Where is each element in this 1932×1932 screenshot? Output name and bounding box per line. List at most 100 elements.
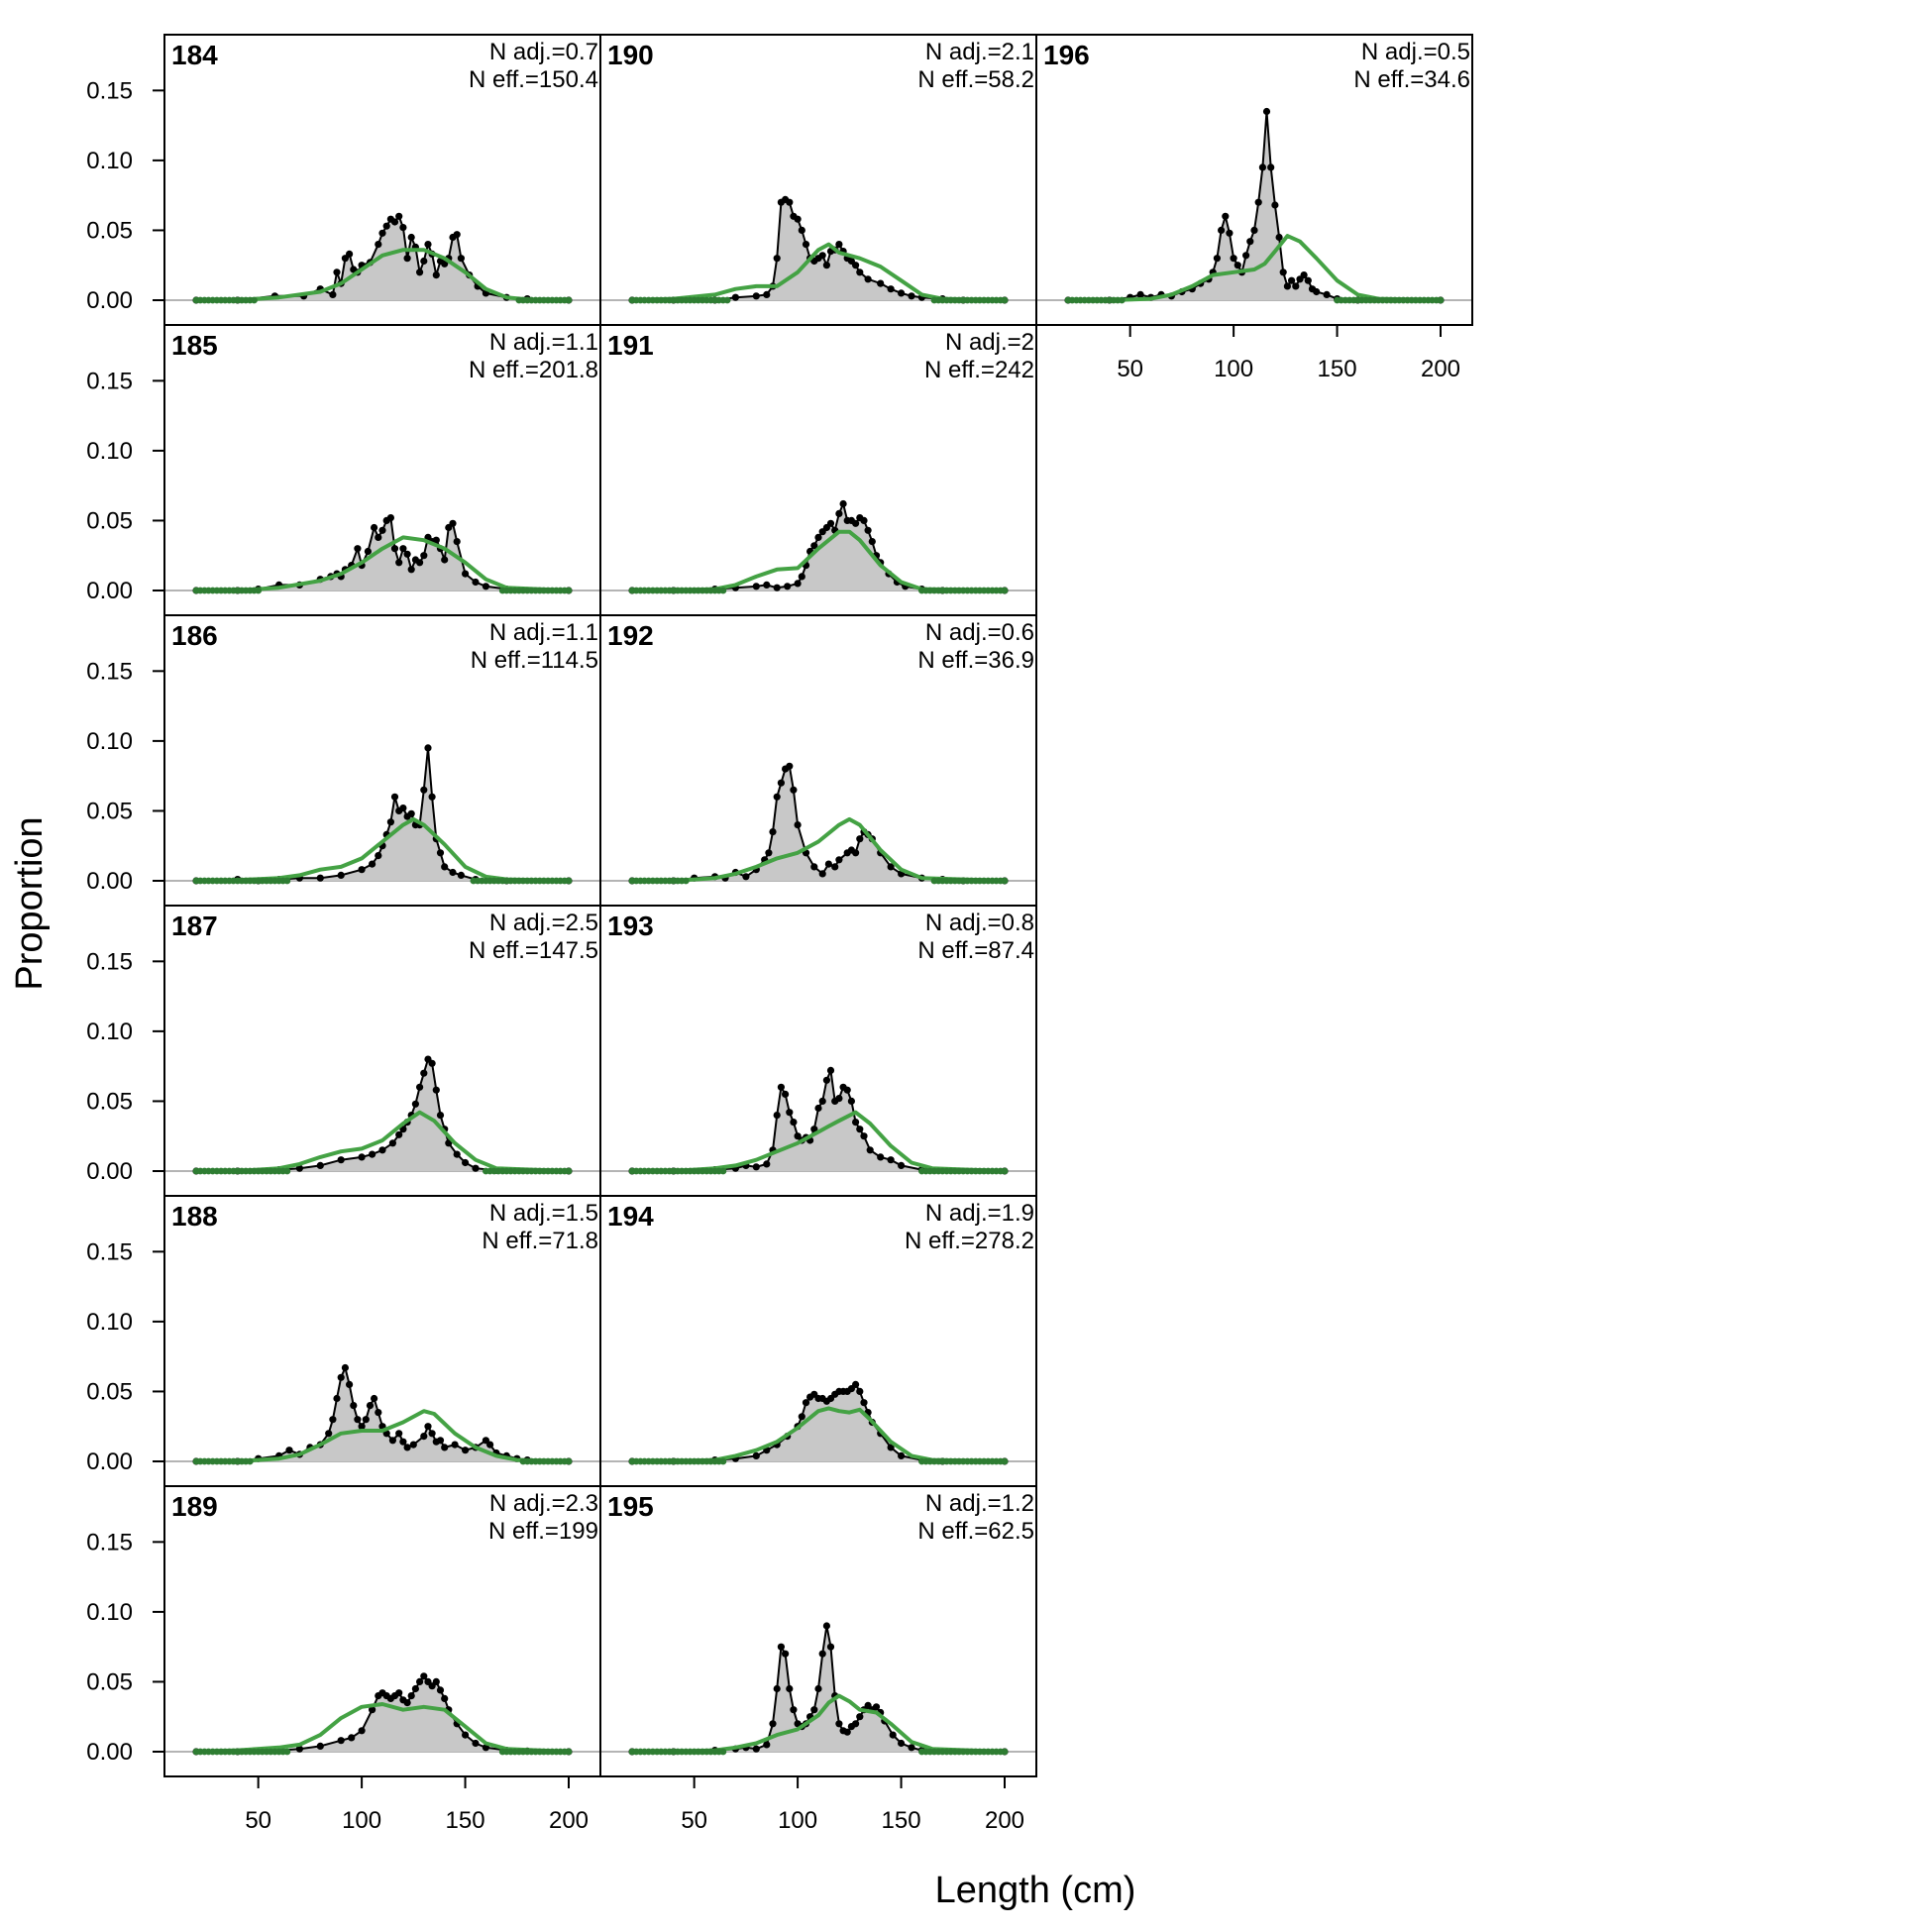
n-adj-label: N adj.=1.5 [489, 1200, 598, 1227]
observed-point [432, 271, 440, 279]
panel-frame [599, 1485, 1037, 1777]
observed-point [486, 1441, 494, 1449]
panel-label: 187 [171, 911, 218, 941]
observed-point [354, 545, 362, 553]
observed-area [632, 1070, 1005, 1171]
n-eff-label: N eff.=62.5 [917, 1518, 1034, 1545]
panel-label: 195 [607, 1491, 654, 1522]
expected-line [195, 1702, 570, 1754]
y-tick-label: 0.05 [86, 1378, 133, 1405]
observed-point [390, 545, 399, 553]
x-tick-label: 200 [985, 1807, 1024, 1834]
observed-point [831, 863, 839, 871]
y-tick-label: 0.10 [86, 728, 133, 755]
observed-point [877, 1153, 885, 1161]
observed-point [786, 762, 794, 770]
observed-point [472, 578, 480, 587]
observed-point [375, 533, 382, 542]
observed-point [428, 793, 436, 801]
panel-label: 194 [607, 1201, 654, 1232]
y-tick-label: 0.10 [86, 438, 133, 465]
observed-point [810, 1126, 818, 1133]
observed-point [852, 1380, 860, 1388]
observed-point [1230, 255, 1237, 263]
observed-point [432, 1677, 440, 1685]
expected-line [632, 816, 1006, 883]
observed-point [866, 1146, 874, 1154]
observed-point [1254, 198, 1262, 206]
panel-190: 190 N adj.=2.1N eff.=58.2 [599, 34, 1037, 326]
observed-point [782, 1090, 790, 1098]
observed-point [436, 849, 445, 857]
observed-point [1246, 238, 1254, 246]
y-tick-label: 0.15 [86, 948, 133, 975]
observed-point [436, 1686, 445, 1694]
observed-point [386, 514, 394, 522]
observed-point [420, 786, 428, 794]
observed-point [784, 583, 792, 590]
observed-point [1262, 107, 1271, 116]
observed-point [852, 262, 860, 269]
observed-point [887, 863, 895, 871]
observed-point [1234, 262, 1241, 269]
observed-point [285, 1447, 293, 1454]
observed-point [826, 519, 835, 527]
observed-point [835, 1095, 843, 1103]
observed-point [752, 1745, 760, 1753]
x-tick-label: 150 [446, 1807, 485, 1834]
observed-point [1271, 201, 1279, 209]
observed-point [364, 547, 372, 556]
x-tick-label: 100 [1214, 356, 1253, 382]
observed-point [786, 198, 794, 206]
expected-zero-point [283, 1167, 291, 1175]
observed-point [416, 268, 424, 276]
observed-point [1313, 287, 1321, 296]
panel-label: 190 [607, 40, 654, 70]
y-tick-label: 0.15 [86, 368, 133, 394]
n-adj-label: N adj.=0.8 [925, 910, 1034, 936]
observed-point [441, 556, 449, 564]
panel-label: 185 [171, 330, 218, 361]
n-adj-label: N adj.=2.3 [489, 1490, 598, 1517]
n-adj-label: N adj.=0.6 [925, 619, 1034, 646]
observed-point [777, 779, 786, 787]
observed-point [1275, 233, 1283, 242]
expected-line [632, 1693, 1006, 1754]
panel-189: 189 N adj.=2.3N eff.=199 0.00 0.05 0.10 0.15 5… [86, 1485, 601, 1834]
observed-point [818, 252, 826, 260]
observed-point [337, 1373, 345, 1381]
observed-point [818, 1097, 826, 1105]
observed-point [887, 1444, 895, 1451]
observed-area [1068, 111, 1441, 300]
expected-zero-point [1001, 296, 1009, 304]
observed-point [856, 1126, 864, 1133]
observed-point [407, 1692, 415, 1700]
observed-point [843, 1086, 851, 1094]
observed-point [798, 573, 805, 581]
observed-point [369, 1150, 376, 1158]
expected-zero-point [565, 1748, 573, 1756]
observed-point [411, 1100, 419, 1108]
n-adj-label: N adj.=0.5 [1361, 39, 1470, 65]
n-adj-label: N adj.=1.1 [489, 619, 598, 646]
observed-point [898, 1451, 906, 1459]
observed-point [731, 293, 740, 301]
y-tick-label: 0.05 [86, 507, 133, 534]
observed-area [196, 1059, 569, 1171]
observed-area [196, 517, 569, 590]
y-tick-label: 0.05 [86, 1668, 133, 1695]
n-eff-label: N eff.=150.4 [469, 66, 598, 93]
expected-zero-point [719, 587, 727, 594]
observed-point [416, 1677, 424, 1685]
expected-zero-point [246, 1457, 254, 1465]
observed-point [329, 290, 337, 298]
observed-point [1292, 282, 1300, 290]
observed-point [457, 871, 465, 880]
observed-point [399, 1438, 407, 1446]
y-tick-label: 0.05 [86, 217, 133, 244]
observed-point [777, 1083, 786, 1091]
observed-point [852, 519, 860, 527]
observed-point [877, 279, 885, 287]
observed-point [420, 1672, 428, 1680]
